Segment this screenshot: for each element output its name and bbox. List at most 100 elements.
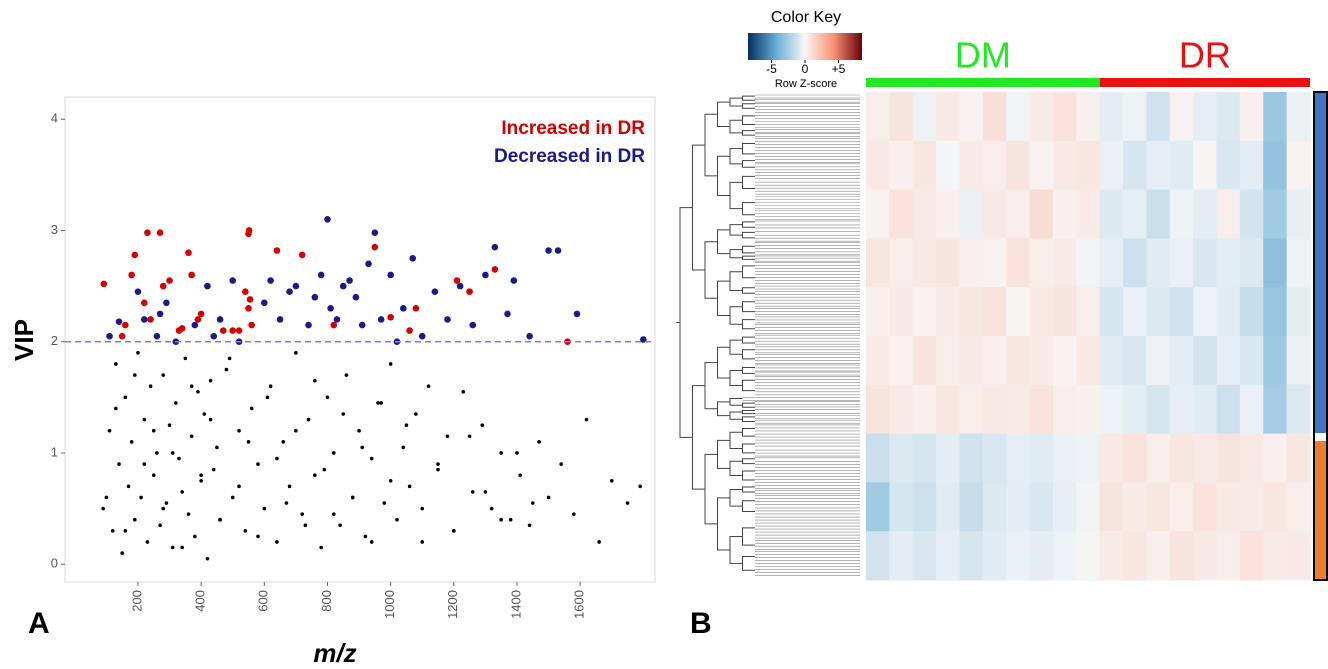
point <box>151 473 156 478</box>
point <box>183 356 188 361</box>
point <box>313 378 317 383</box>
heatmap-cell <box>1193 531 1218 581</box>
heatmap-cell <box>1193 336 1218 386</box>
point <box>211 467 216 472</box>
heatmap-cell <box>1263 531 1288 581</box>
dendrogram-branch <box>717 346 730 379</box>
heatmap-cell <box>1076 384 1101 435</box>
point <box>325 395 330 400</box>
heatmap-cell <box>1286 140 1311 191</box>
point <box>305 321 312 329</box>
point <box>339 282 347 290</box>
heatmap-cell <box>1146 531 1171 581</box>
point <box>518 473 522 478</box>
dendrogram-branch <box>729 339 743 355</box>
heatmap-cell <box>1216 531 1241 581</box>
heatmap-cell <box>889 189 914 239</box>
point <box>515 451 519 455</box>
heatmap-cell <box>936 92 960 142</box>
dendrogram-branch <box>679 207 693 438</box>
heatmap-cell <box>1123 336 1147 386</box>
dendrogram-branch <box>742 410 755 415</box>
point <box>180 545 184 550</box>
heatmap-cell <box>1146 287 1171 337</box>
dendrogram-branch <box>742 221 755 228</box>
dendrogram-branch <box>729 431 743 449</box>
point <box>249 406 254 411</box>
dendrogram-branch <box>742 301 755 313</box>
heatmap-cell <box>866 92 890 142</box>
heatmap-cell <box>1146 238 1171 288</box>
dendrogram-branch <box>742 349 755 360</box>
heatmap-cell <box>1052 531 1077 581</box>
heatmap-cell <box>1076 531 1101 581</box>
heatmap-cell <box>959 531 984 581</box>
dendrogram-branch <box>729 536 743 564</box>
point <box>202 412 207 416</box>
legend-entry: Increased in DR <box>501 118 645 139</box>
point <box>151 428 156 433</box>
dendrogram-branch <box>704 113 718 177</box>
x-tick-label: 1400 <box>508 590 523 619</box>
heatmap-cell <box>1263 336 1288 386</box>
point <box>399 305 407 312</box>
point <box>117 462 121 466</box>
heatmap-cell <box>912 531 937 581</box>
dendrogram-branch <box>729 249 743 259</box>
point <box>229 327 237 334</box>
heatmap-cell <box>1052 482 1077 532</box>
heatmap-cell <box>912 92 937 142</box>
heatmap-cell <box>936 384 960 435</box>
heatmap-cell <box>1193 140 1218 191</box>
heatmap-cell <box>1169 92 1194 142</box>
point <box>483 490 488 494</box>
heatmap-cell <box>1216 384 1241 435</box>
heatmap-cell <box>1286 336 1311 386</box>
dendrogram-branch <box>742 319 755 330</box>
point <box>216 316 224 323</box>
dendrogram-branch <box>742 379 755 392</box>
point <box>510 277 518 284</box>
point <box>527 523 532 528</box>
heatmap-cell <box>866 238 890 288</box>
point <box>159 282 167 290</box>
point <box>369 456 374 461</box>
heatmap-cell <box>1076 433 1101 483</box>
point <box>267 277 274 284</box>
point <box>185 249 192 257</box>
heatmap-cell <box>912 384 937 435</box>
point <box>229 277 237 284</box>
point <box>377 316 385 323</box>
point <box>161 506 166 511</box>
point <box>466 288 473 295</box>
heatmap-cell <box>1099 189 1124 239</box>
point <box>387 313 394 321</box>
heatmap-cell <box>1286 482 1311 532</box>
heatmap-cell <box>1193 238 1218 288</box>
heatmap-cell <box>912 238 937 288</box>
heatmap-cell <box>1239 287 1264 337</box>
heatmap-cell <box>1146 92 1171 142</box>
point <box>333 316 341 323</box>
point <box>358 321 366 329</box>
point <box>371 229 379 237</box>
heatmap-cell <box>1169 531 1194 581</box>
heatmap-cell <box>1029 92 1054 142</box>
point <box>401 445 406 450</box>
y-tick-label: 2 <box>51 333 58 348</box>
heatmap-cell <box>1193 189 1218 239</box>
heatmap-cell <box>1029 287 1054 337</box>
point <box>572 512 576 516</box>
point <box>298 251 306 259</box>
point <box>597 540 601 544</box>
point <box>327 305 334 312</box>
heatmap-cell <box>936 238 960 288</box>
point <box>369 540 374 544</box>
point <box>504 310 511 318</box>
point <box>300 512 305 516</box>
heatmap-cell <box>1216 189 1241 239</box>
point <box>273 247 281 254</box>
heatmap-cell <box>959 433 984 483</box>
point <box>638 484 642 489</box>
